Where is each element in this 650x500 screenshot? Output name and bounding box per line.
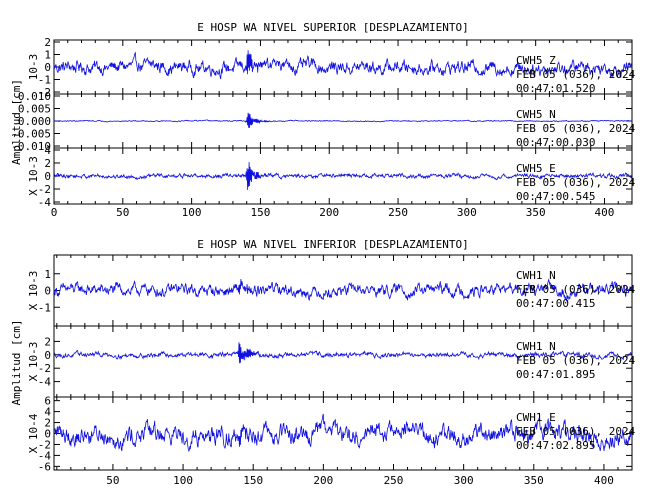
time-label: 00:47:01.520 xyxy=(516,82,595,95)
x-tick-label: 350 xyxy=(524,474,544,487)
chart-1: E HOSP WA NIVEL SUPERIOR [DESPLAZAMIENTO… xyxy=(10,21,636,219)
time-label: 00:47:01.895 xyxy=(516,368,595,381)
x-tick-label: 100 xyxy=(173,474,193,487)
y-tick-label: -1 xyxy=(38,301,51,314)
x-tick-label: 400 xyxy=(595,206,615,219)
x-tick-label: 100 xyxy=(182,206,202,219)
x-tick-label: 300 xyxy=(457,206,477,219)
scale-label: X 10-3 xyxy=(27,342,40,382)
waveform-trace xyxy=(53,342,633,364)
x-tick-label: 50 xyxy=(116,206,129,219)
y-tick-label: 0.005 xyxy=(18,103,51,116)
y-tick-label: 2 xyxy=(44,335,51,348)
x-tick-label: 350 xyxy=(526,206,546,219)
y-tick-label: -0.005 xyxy=(11,128,51,141)
y-tick-label: 2 xyxy=(44,36,51,49)
x-tick-label: 400 xyxy=(594,474,614,487)
x-tick-label: 250 xyxy=(388,206,408,219)
waveform-trace xyxy=(53,162,633,190)
y-tick-label: 0 xyxy=(44,285,51,298)
y-tick-label: -4 xyxy=(38,376,52,389)
y-tick-label: -4 xyxy=(38,449,52,462)
station-label: CWH1 E xyxy=(516,411,556,424)
y-tick-label: 0 xyxy=(44,61,51,74)
y-tick-label: -4 xyxy=(38,196,52,209)
y-axis-label: Amplitud [cm] xyxy=(10,319,23,405)
x-tick-label: 200 xyxy=(319,206,339,219)
waveform-trace xyxy=(53,413,633,453)
chart-title: E HOSP WA NIVEL SUPERIOR [DESPLAZAMIENTO… xyxy=(197,21,469,34)
y-tick-label: 4 xyxy=(44,144,51,157)
waveform-trace xyxy=(53,278,633,302)
station-label: CWH5 Z xyxy=(516,54,556,67)
date-label: FEB 05 (036), 2024 xyxy=(516,176,636,189)
date-label: FEB 05 (036), 2024 xyxy=(516,425,636,438)
waveform-trace xyxy=(53,112,632,129)
station-label: CWH1 N xyxy=(516,340,556,353)
y-tick-label: 2 xyxy=(44,157,51,170)
y-tick-label: -1 xyxy=(38,74,51,87)
scale-label: 10-3 xyxy=(27,54,40,81)
station-label: CWH5 E xyxy=(516,162,556,175)
y-tick-label: 2 xyxy=(44,417,51,430)
scale-label: X 10-4 xyxy=(27,413,40,453)
y-tick-label: -2 xyxy=(38,438,51,451)
x-tick-label: 300 xyxy=(454,474,474,487)
x-tick-label: 150 xyxy=(243,474,263,487)
x-tick-label: 50 xyxy=(106,474,119,487)
y-tick-label: -2 xyxy=(38,362,51,375)
time-label: 00:47:00.030 xyxy=(516,136,595,149)
y-tick-label: -2 xyxy=(38,183,51,196)
scale-label: X 10-3 xyxy=(27,271,40,311)
y-tick-label: 1 xyxy=(44,49,51,62)
y-tick-label: 1 xyxy=(44,268,51,281)
time-label: 00:47:02.895 xyxy=(516,439,595,452)
y-tick-label: 0 xyxy=(44,170,51,183)
y-tick-label: -0.010 xyxy=(11,140,51,153)
waveform-trace xyxy=(53,50,633,80)
x-tick-label: 250 xyxy=(384,474,404,487)
time-label: 00:47:00.415 xyxy=(516,297,595,310)
y-tick-label: -2 xyxy=(38,86,51,99)
station-label: CWH5 N xyxy=(516,108,556,121)
x-tick-label: 150 xyxy=(250,206,270,219)
y-tick-label: 0.010 xyxy=(18,90,51,103)
scale-label: X 10-3 xyxy=(27,156,40,196)
y-tick-label: 4 xyxy=(44,406,51,419)
y-tick-label: -6 xyxy=(38,460,51,473)
chart-2: E HOSP WA NIVEL INFERIOR [DESPLAZAMIENTO… xyxy=(10,238,636,487)
x-tick-label: 200 xyxy=(313,474,333,487)
time-label: 00:47:00.545 xyxy=(516,190,595,203)
date-label: FEB 05 (036), 2024 xyxy=(516,122,636,135)
y-tick-label: 0.000 xyxy=(18,115,51,128)
x-tick-label: 0 xyxy=(51,206,58,219)
station-label: CWH1 N xyxy=(516,269,556,282)
date-label: FEB 05 (036), 2024 xyxy=(516,283,636,296)
y-tick-label: 6 xyxy=(44,395,51,408)
date-label: FEB 05 (036), 2024 xyxy=(516,354,636,367)
chart-title: E HOSP WA NIVEL INFERIOR [DESPLAZAMIENTO… xyxy=(197,238,469,251)
date-label: FEB 05 (036), 2024 xyxy=(516,68,636,81)
y-tick-label: 0 xyxy=(44,349,51,362)
y-tick-label: 0 xyxy=(44,428,51,441)
y-axis-label: Amplitud [cm] xyxy=(10,79,23,165)
